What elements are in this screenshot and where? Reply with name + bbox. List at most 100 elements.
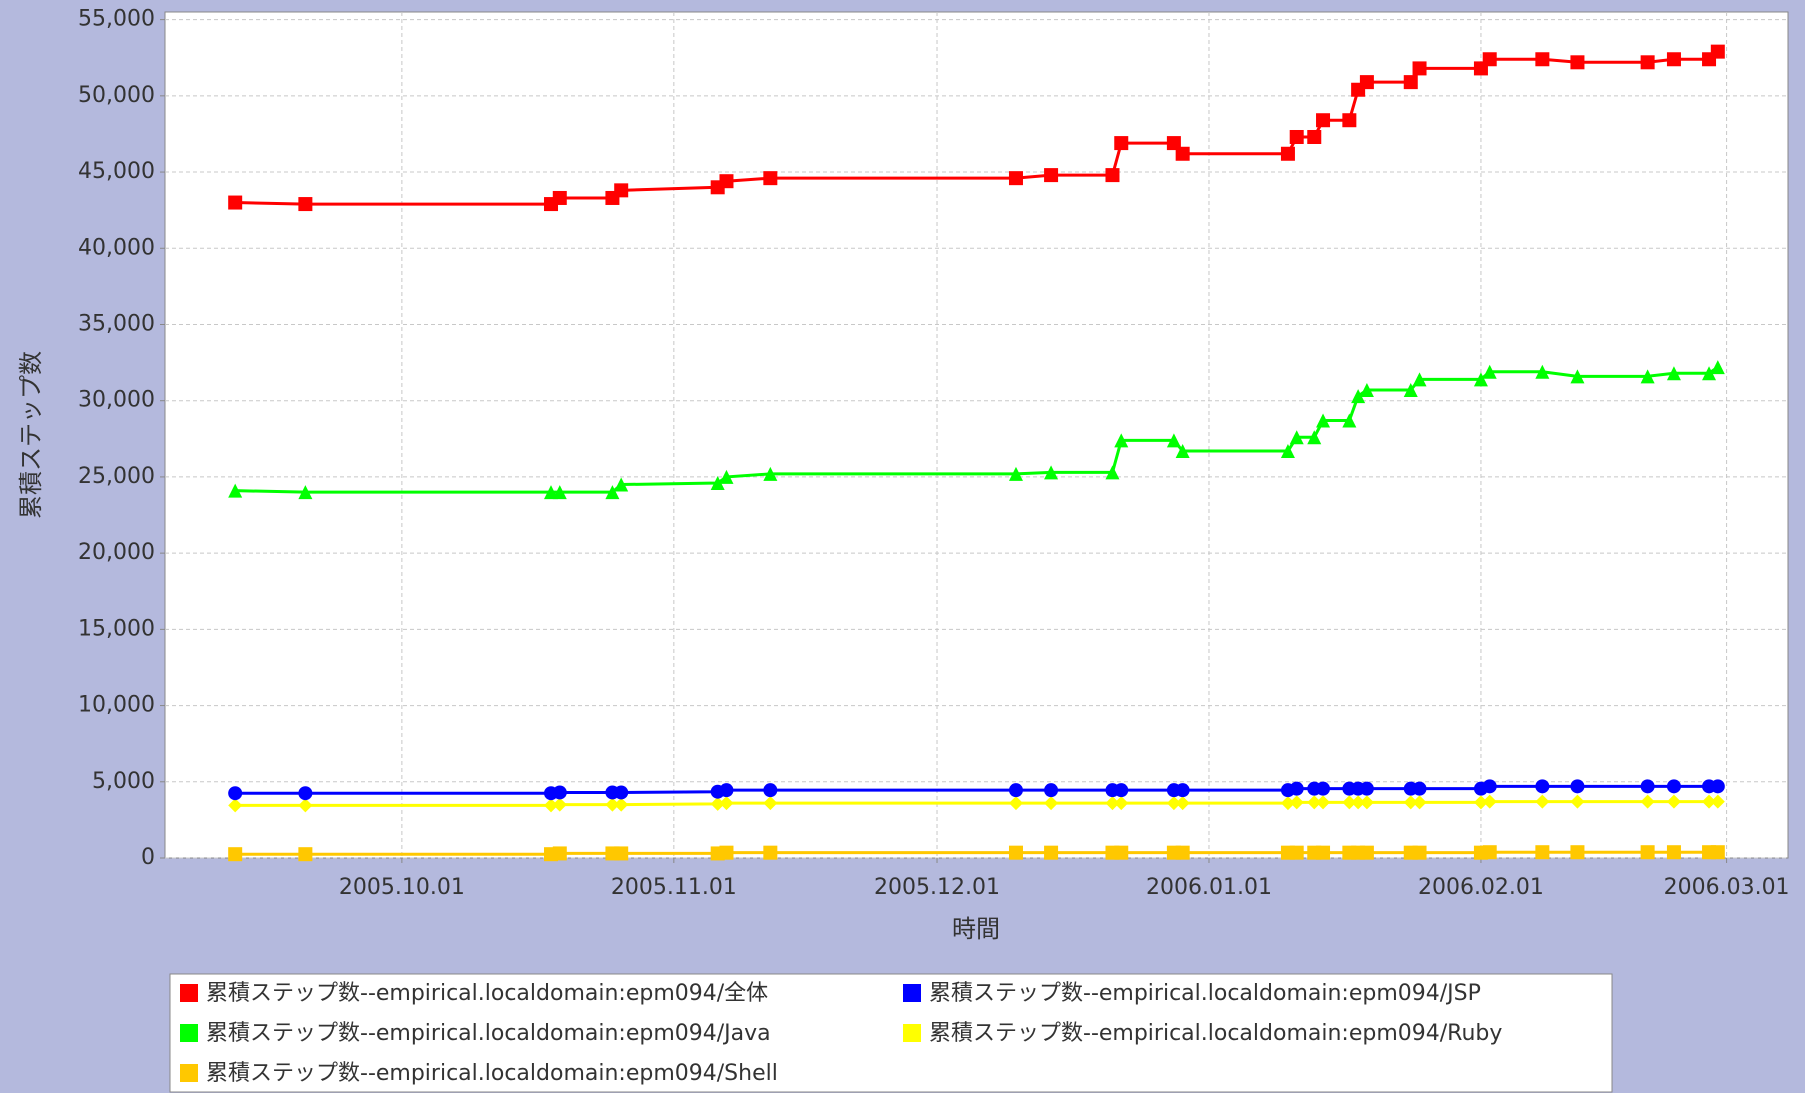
y-tick-label: 0 <box>141 845 155 870</box>
marker <box>544 485 559 500</box>
marker <box>719 469 734 484</box>
legend-swatch <box>903 1024 921 1042</box>
marker <box>1359 383 1374 398</box>
marker <box>1166 433 1181 448</box>
marker <box>552 485 567 500</box>
marker <box>1482 779 1497 794</box>
marker <box>614 477 629 492</box>
legend-swatch <box>180 1024 198 1042</box>
marker <box>1666 794 1681 809</box>
legend-swatch <box>180 1064 198 1082</box>
y-tick-label: 15,000 <box>78 616 155 641</box>
marker <box>1316 113 1331 128</box>
legend-label: 累積ステップ数--empirical.localdomain:epm094/Ru… <box>929 1021 1502 1046</box>
marker <box>1570 779 1585 794</box>
marker <box>1359 781 1374 796</box>
marker <box>1307 430 1322 445</box>
marker <box>1175 845 1190 860</box>
marker <box>763 466 778 481</box>
marker <box>1702 366 1717 381</box>
marker <box>1175 796 1190 811</box>
marker <box>1307 795 1322 810</box>
marker <box>1473 372 1488 387</box>
marker <box>1570 55 1585 70</box>
y-tick-label: 20,000 <box>78 540 155 565</box>
legend-label: 累積ステップ数--empirical.localdomain:epm094/Ja… <box>206 1021 771 1046</box>
marker <box>1570 845 1585 860</box>
marker <box>1044 465 1059 480</box>
marker <box>298 798 313 813</box>
marker <box>1710 794 1725 809</box>
series-line <box>235 50 1719 206</box>
y-tick-label: 45,000 <box>78 159 155 184</box>
marker <box>1710 360 1725 375</box>
marker <box>1482 794 1497 809</box>
marker <box>1710 779 1725 794</box>
marker <box>1316 795 1331 810</box>
marker <box>1008 171 1023 186</box>
marker <box>1412 781 1427 796</box>
marker <box>1289 781 1304 796</box>
marker <box>1535 364 1550 379</box>
x-tick-label: 2005.10.01 <box>339 875 465 900</box>
y-axis-label: 累積ステップ数 <box>17 351 45 519</box>
marker <box>719 796 734 811</box>
marker <box>1307 129 1322 144</box>
marker <box>1166 136 1181 151</box>
marker <box>1535 845 1550 860</box>
marker <box>1008 466 1023 481</box>
marker <box>1535 794 1550 809</box>
marker <box>1316 845 1331 860</box>
marker <box>614 797 629 812</box>
x-tick-label: 2006.02.01 <box>1418 875 1544 900</box>
x-tick-label: 2006.01.01 <box>1146 875 1272 900</box>
marker <box>1008 783 1023 798</box>
marker <box>1570 369 1585 384</box>
marker <box>1342 795 1357 810</box>
marker <box>1166 796 1181 811</box>
marker <box>1412 372 1427 387</box>
x-axis-label: 時間 <box>952 915 1000 943</box>
legend-label: 累積ステップ数--empirical.localdomain:epm094/Sh… <box>206 1061 778 1086</box>
marker <box>1702 794 1717 809</box>
marker <box>1403 795 1418 810</box>
marker <box>1482 52 1497 67</box>
marker <box>1342 413 1357 428</box>
marker <box>1710 44 1725 59</box>
marker <box>1289 795 1304 810</box>
marker <box>1044 796 1059 811</box>
marker <box>228 195 243 210</box>
marker <box>1640 779 1655 794</box>
marker <box>1289 129 1304 144</box>
marker <box>1640 55 1655 70</box>
marker <box>1412 795 1427 810</box>
marker <box>1114 136 1129 151</box>
marker <box>552 846 567 861</box>
marker <box>228 483 243 498</box>
marker <box>1710 845 1725 860</box>
y-tick-label: 25,000 <box>78 464 155 489</box>
marker <box>605 485 620 500</box>
marker <box>1044 845 1059 860</box>
marker <box>1175 146 1190 161</box>
marker <box>544 798 559 813</box>
marker <box>614 183 629 198</box>
marker <box>1351 389 1366 404</box>
marker <box>552 797 567 812</box>
marker <box>1105 796 1120 811</box>
marker <box>298 197 313 212</box>
marker <box>552 190 567 205</box>
legend <box>169 973 1613 1093</box>
legend-label: 累積ステップ数--empirical.localdomain:epm094/全体 <box>206 981 768 1006</box>
marker <box>1044 168 1059 183</box>
marker <box>1359 795 1374 810</box>
y-tick-label: 35,000 <box>78 311 155 336</box>
marker <box>1280 146 1295 161</box>
marker <box>1403 75 1418 90</box>
marker <box>719 845 734 860</box>
marker <box>710 476 725 491</box>
marker <box>763 171 778 186</box>
y-tick-label: 10,000 <box>78 693 155 718</box>
marker <box>1289 430 1304 445</box>
